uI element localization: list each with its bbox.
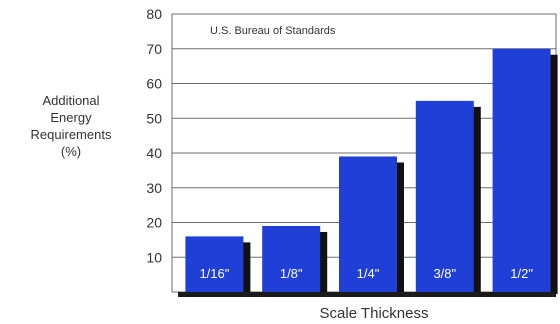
- bar-1: [262, 225, 321, 292]
- y-axis-title-line-3: Requirements: [30, 127, 112, 142]
- bar-label-1: 1/8": [280, 266, 303, 281]
- bar-3: [415, 100, 474, 292]
- y-axis-title-line-4: (%): [60, 144, 82, 159]
- bar-0: [185, 236, 244, 292]
- y-axis-title-line-2: Energy: [50, 110, 92, 125]
- bar-4: [492, 48, 551, 292]
- y-tick-label-70: 70: [146, 41, 162, 57]
- y-axis-title: Additional Energy Requirements (%): [18, 92, 124, 160]
- bar-2: [339, 156, 397, 292]
- y-tick-label-40: 40: [146, 145, 162, 161]
- bar-label-4: 1/2": [510, 266, 533, 281]
- bar-label-3: 3/8": [433, 266, 456, 281]
- y-tick-label-20: 20: [146, 215, 162, 231]
- y-tick-label-50: 50: [146, 110, 162, 126]
- y-tick-label-30: 30: [146, 180, 162, 196]
- bar-label-0: 1/16": [199, 266, 229, 281]
- y-tick-label-10: 10: [146, 249, 162, 265]
- y-tick-label-60: 60: [146, 76, 162, 92]
- baseline: [178, 292, 556, 297]
- x-axis-title: Scale Thickness: [320, 305, 429, 322]
- bar-label-2: 1/4": [357, 266, 380, 281]
- y-tick-label-80: 80: [146, 6, 162, 22]
- source-annotation: U.S. Bureau of Standards: [210, 25, 336, 37]
- y-axis-title-line-1: Additional: [42, 93, 100, 108]
